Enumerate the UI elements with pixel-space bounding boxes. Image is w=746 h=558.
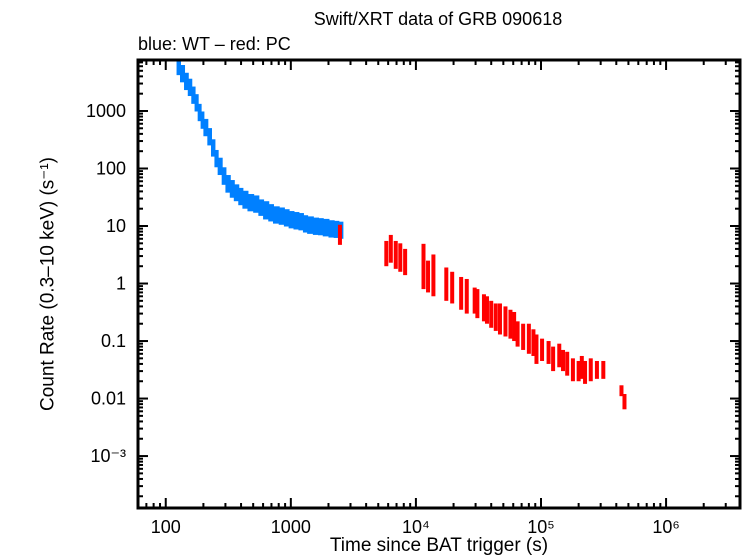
data-point-pc — [570, 358, 575, 382]
data-point-wt — [298, 213, 304, 231]
data-point-wt — [187, 78, 193, 97]
data-point-wt — [217, 157, 223, 176]
data-point-pc — [481, 294, 486, 322]
data-point-pc — [388, 234, 393, 263]
data-point-pc — [464, 278, 469, 314]
data-point-pc — [622, 393, 627, 410]
data-point-wt — [322, 218, 330, 237]
data-point-pc — [565, 351, 570, 376]
y-tick-label: 10 — [106, 216, 126, 236]
data-point-pc — [515, 321, 520, 347]
data-point-wt — [180, 65, 186, 83]
data-point-wt — [242, 190, 249, 209]
data-point-pc — [484, 296, 489, 324]
x-tick-label: 1000 — [271, 517, 311, 537]
x-axis-label: Time since BAT trigger (s) — [329, 535, 549, 556]
data-point-wt — [194, 94, 199, 112]
data-point-wt — [307, 216, 314, 234]
data-point-wt — [176, 60, 182, 76]
data-point-pc — [421, 243, 426, 290]
data-point-pc — [583, 360, 588, 384]
data-point-wt — [253, 195, 260, 213]
data-point-pc — [619, 385, 624, 397]
data-point-pc — [398, 243, 403, 272]
data-point-pc — [521, 323, 526, 350]
x-tick-label: 100 — [151, 517, 181, 537]
data-point-wt — [233, 184, 240, 202]
data-point-wt — [268, 204, 274, 222]
data-point-wt — [258, 199, 265, 216]
data-point-wt — [184, 72, 189, 91]
data-point-pc — [594, 360, 599, 379]
data-point-pc — [588, 358, 593, 382]
data-point-wt — [191, 86, 196, 104]
data-point-pc — [512, 311, 517, 342]
data-point-wt — [263, 201, 270, 220]
data-point-pc — [526, 323, 531, 354]
data-point-wt — [203, 118, 209, 137]
data-point-wt — [333, 220, 340, 238]
y-tick-label: 1 — [116, 274, 126, 294]
data-point-wt — [278, 207, 285, 225]
data-point-pc — [450, 271, 455, 304]
data-point-wt — [318, 218, 324, 236]
data-point-pc — [557, 343, 562, 368]
data-point-pc — [508, 309, 513, 339]
data-point-wt — [312, 217, 320, 235]
x-tick-label: 10⁵ — [527, 517, 554, 537]
data-point-pc — [579, 355, 584, 379]
data-point-pc — [551, 346, 556, 372]
data-point-pc — [497, 303, 502, 335]
data-point-pc — [534, 334, 539, 364]
chart-subtitle: blue: WT – red: PC — [138, 34, 291, 54]
data-point-pc — [393, 240, 398, 269]
data-point-pc — [576, 360, 581, 382]
data-point-wt — [200, 111, 205, 129]
data-point-wt — [293, 212, 300, 230]
y-tick-label: 100 — [96, 158, 126, 178]
y-tick-label: 1000 — [86, 101, 126, 121]
data-point-wt — [221, 167, 227, 185]
data-point-wt — [225, 175, 231, 193]
data-point-wt — [283, 209, 290, 227]
data-point-wt — [214, 149, 219, 168]
x-tick-label: 10⁶ — [652, 517, 679, 537]
data-point-pc — [426, 260, 431, 293]
data-point-wt — [328, 220, 335, 238]
data-point-wt — [247, 194, 255, 212]
data-point-pc — [475, 289, 480, 319]
data-point-pc — [531, 329, 536, 356]
data-point-pc — [459, 276, 464, 310]
data-point-pc — [431, 254, 436, 297]
data-point-pc — [503, 306, 508, 337]
y-tick-label: 0.1 — [101, 331, 126, 351]
data-point-wt — [272, 206, 280, 224]
y-tick-label: 10⁻³ — [90, 446, 126, 466]
data-point-pc — [493, 303, 498, 331]
data-point-pc — [337, 224, 342, 245]
x-tick-label: 10⁴ — [402, 517, 430, 537]
data-point-pc — [472, 287, 477, 314]
data-point-pc — [489, 300, 494, 328]
data-point-wt — [238, 187, 244, 206]
chart-title: Swift/XRT data of GRB 090618 — [313, 9, 563, 29]
plot-frame — [136, 58, 742, 510]
y-tick-label: 0.01 — [91, 389, 126, 409]
data-point-wt — [229, 180, 235, 198]
data-point-pc — [444, 267, 449, 301]
data-point-wt — [288, 211, 295, 229]
data-point-wt — [210, 139, 216, 157]
data-point-pc — [546, 341, 551, 364]
data-point-pc — [561, 349, 566, 372]
data-point-pc — [384, 240, 389, 267]
data-point-wt — [302, 215, 309, 233]
data-point-pc — [540, 338, 545, 361]
data-point-wt — [207, 128, 212, 146]
data-point-wt — [197, 103, 202, 122]
data-point-pc — [601, 360, 606, 379]
data-point-pc — [403, 248, 408, 276]
